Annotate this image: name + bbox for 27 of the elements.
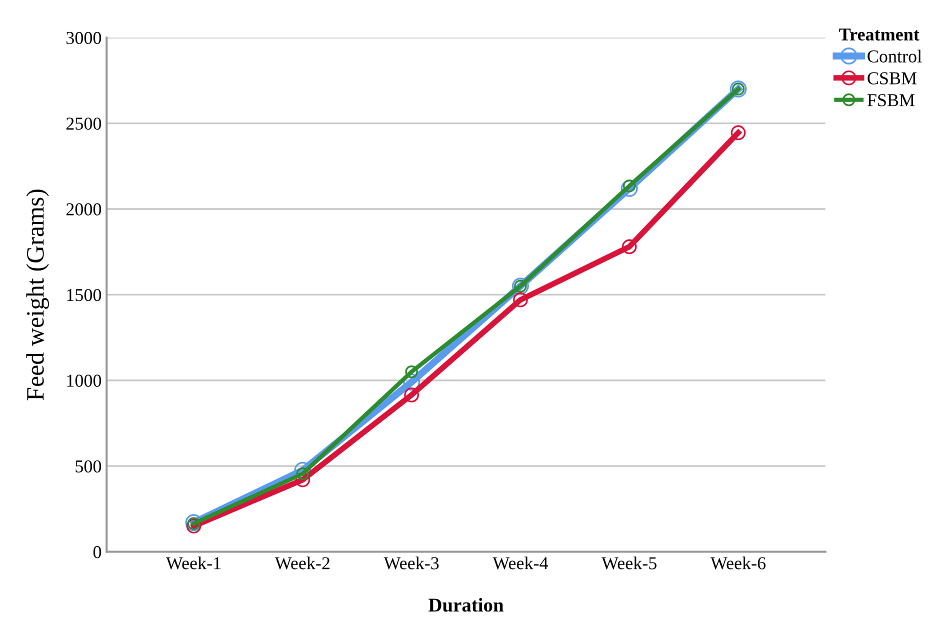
point [622, 239, 637, 254]
y-tick-label: 2500 [66, 118, 102, 130]
y-tick-label: 0 [93, 546, 102, 558]
x-tick-label: Week-4 [492, 556, 548, 570]
point [730, 125, 746, 140]
point [513, 292, 528, 308]
y-tick-label: 3000 [66, 32, 102, 44]
point [404, 388, 419, 402]
x-tick-label: Week-2 [274, 556, 330, 570]
legend-title: Treatment [839, 28, 920, 41]
x-tick-label: Week-3 [384, 556, 439, 570]
y-tick-label: 2000 [66, 203, 102, 216]
y-axis-title: Feed weight (Grams) [26, 190, 49, 400]
y-tick-label: 1500 [67, 288, 102, 302]
legend-label: FSBM [867, 94, 915, 106]
point [620, 180, 638, 197]
legend-label: CSBM [868, 72, 917, 84]
x-axis-title: Duration [428, 598, 504, 612]
point [185, 514, 202, 532]
point [186, 518, 202, 534]
y-tick-label: 500 [76, 460, 102, 473]
x-tick-label: Week-5 [602, 556, 656, 570]
legend-label: Control [868, 50, 922, 62]
point [405, 365, 418, 378]
x-tick-label: Week-1 [166, 556, 221, 570]
x-tick-label: Week-6 [710, 556, 766, 570]
y-tick-label: 1000 [67, 374, 102, 387]
